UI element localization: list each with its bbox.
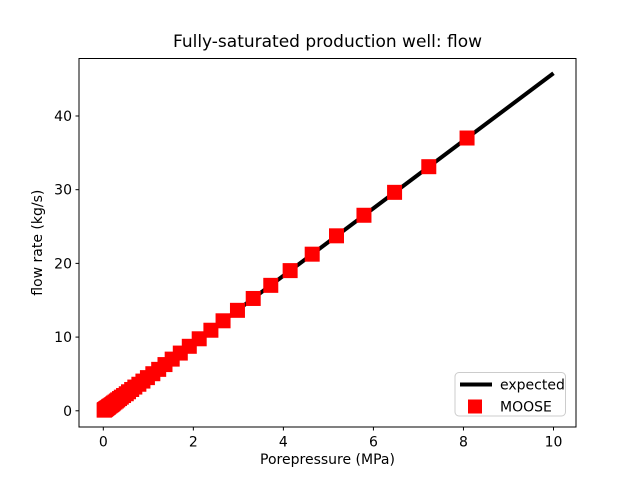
y-ticks: 0 10 20 30 40	[54, 109, 79, 420]
moose-data-point	[96, 402, 112, 418]
moose-data-point	[459, 130, 475, 146]
x-ticks: 0 2 4 6 8 10	[99, 427, 563, 451]
moose-data-point	[387, 184, 403, 200]
x-tick-label: 8	[459, 435, 468, 451]
chart-title: Fully-saturated production well: flow	[173, 32, 482, 52]
legend-moose-square-sample	[468, 399, 482, 414]
moose-data-point	[356, 207, 372, 223]
y-tick-label: 10	[54, 330, 72, 346]
moose-data-point	[245, 290, 261, 306]
x-tick-label: 10	[545, 435, 563, 451]
moose-data-point	[329, 228, 345, 244]
legend: expected MOOSE	[454, 372, 566, 417]
moose-data-point	[263, 277, 279, 293]
moose-data-point	[282, 263, 298, 279]
y-tick-label: 0	[63, 404, 72, 420]
y-tick-label: 30	[54, 183, 72, 199]
moose-data-point	[421, 159, 437, 175]
y-tick-label: 20	[54, 256, 72, 272]
y-axis-label: flow rate (kg/s)	[30, 190, 46, 296]
legend-moose-label: MOOSE	[500, 400, 552, 416]
x-tick-label: 6	[369, 435, 378, 451]
axes-spines	[78, 58, 577, 428]
moose-data-point	[304, 246, 320, 262]
x-tick-label: 2	[189, 435, 198, 451]
moose-data-point	[229, 302, 245, 318]
x-tick-label: 0	[99, 435, 108, 451]
y-tick-label: 40	[54, 109, 72, 125]
x-axis-label: Porepressure (MPa)	[260, 452, 395, 468]
moose-data-point	[215, 313, 231, 329]
legend-expected-label: expected	[500, 378, 565, 394]
moose-data-point	[203, 322, 219, 338]
moose-marker-layer	[96, 130, 475, 418]
x-tick-label: 4	[279, 435, 288, 451]
